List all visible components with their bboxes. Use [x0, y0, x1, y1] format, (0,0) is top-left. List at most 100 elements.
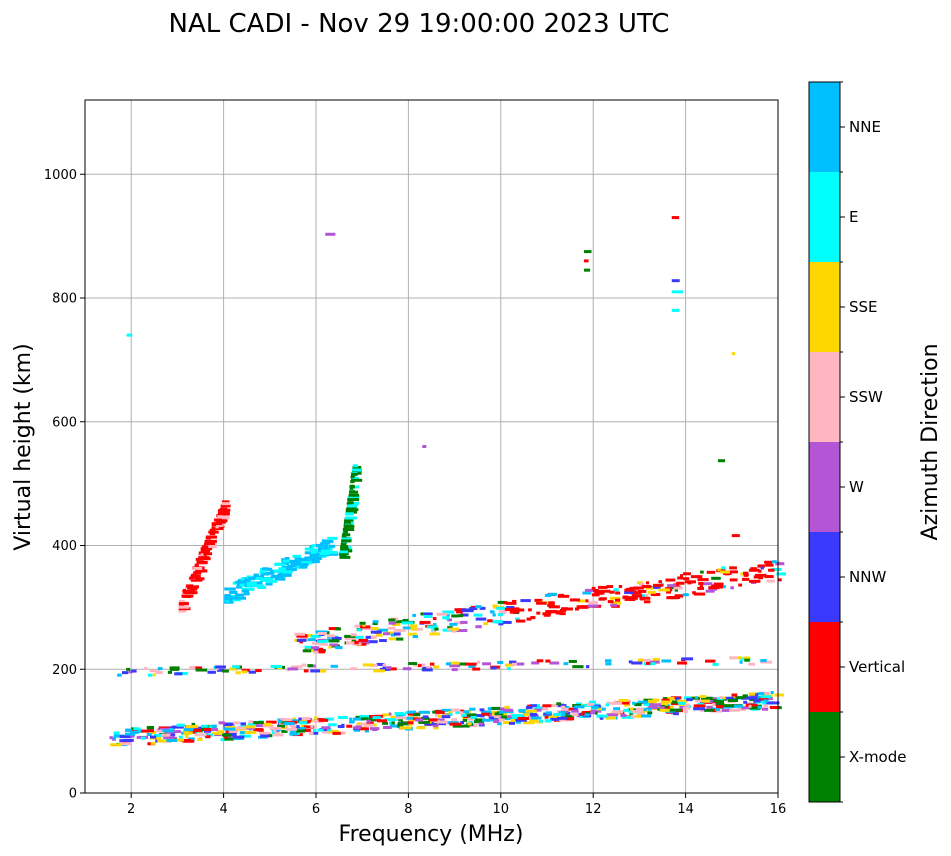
- echo-point: [635, 707, 646, 711]
- echo-point: [304, 551, 312, 555]
- echo-point: [494, 715, 500, 719]
- echo-point: [278, 572, 283, 576]
- echo-point: [317, 547, 323, 551]
- echo-point: [697, 586, 705, 590]
- echo-point: [352, 717, 364, 721]
- echo-point: [520, 599, 531, 603]
- echo-point: [344, 634, 356, 638]
- echo-point: [131, 669, 137, 673]
- echo-point: [350, 641, 359, 645]
- echo-point: [388, 621, 397, 625]
- echo-point: [397, 722, 409, 726]
- echo-point: [200, 724, 208, 728]
- echo-point: [246, 583, 257, 587]
- echo-point: [749, 706, 761, 710]
- echo-point: [677, 661, 688, 665]
- echo-point: [510, 718, 518, 722]
- echo-point: [684, 703, 690, 707]
- echo-point: [568, 659, 577, 663]
- y-tick-label: 200: [52, 663, 77, 678]
- echo-point: [113, 731, 120, 735]
- echo-point: [352, 466, 362, 470]
- echo-point: [618, 698, 629, 702]
- echo-point: [515, 718, 527, 722]
- y-tick-label: 400: [52, 539, 77, 554]
- echo-point: [673, 583, 680, 587]
- echo-point: [441, 708, 452, 712]
- echo-point: [498, 622, 504, 626]
- echo-point: [133, 727, 141, 731]
- echo-point: [189, 666, 196, 670]
- echo-point: [742, 694, 748, 698]
- echo-point: [683, 706, 691, 710]
- echo-point: [618, 585, 623, 589]
- echo-point: [376, 662, 385, 666]
- echo-point: [353, 728, 360, 732]
- echo-point: [283, 722, 295, 726]
- echo-point: [304, 547, 314, 551]
- echo-point: [742, 656, 751, 660]
- echo-point: [693, 592, 706, 596]
- echo-point: [748, 704, 752, 708]
- echo-point: [716, 699, 722, 703]
- echo-point: [441, 715, 451, 719]
- echo-point: [683, 710, 688, 714]
- echo-point: [332, 731, 341, 735]
- echo-point: [581, 713, 590, 717]
- echo-point: [294, 632, 306, 636]
- echo-point: [489, 610, 495, 614]
- echo-point: [150, 741, 156, 745]
- echo-point: [364, 723, 374, 727]
- echo-point: [645, 581, 650, 585]
- echo-point: [314, 716, 318, 720]
- echo-point: [492, 620, 503, 624]
- echo-point: [472, 667, 481, 671]
- echo-point: [348, 493, 360, 497]
- echo-point: [418, 720, 430, 724]
- echo-point: [195, 557, 201, 561]
- echo-point: [241, 670, 248, 674]
- echo-point: [574, 705, 585, 709]
- echo-point: [686, 698, 693, 702]
- echo-point: [388, 618, 396, 622]
- echo-point: [497, 613, 503, 617]
- echo-point: [339, 550, 349, 554]
- echo-point: [642, 658, 652, 662]
- echo-point: [561, 713, 566, 717]
- echo-point: [288, 719, 299, 723]
- echo-point: [347, 504, 358, 508]
- echo-point: [409, 714, 414, 718]
- echo-point: [741, 706, 753, 710]
- echo-point: [330, 664, 338, 668]
- echo-point: [746, 696, 758, 700]
- echo-point: [318, 718, 329, 722]
- echo-point: [451, 614, 459, 618]
- echo-point: [512, 599, 517, 603]
- echo-point: [641, 585, 652, 589]
- echo-point: [246, 581, 257, 585]
- echo-point: [412, 613, 417, 617]
- echo-point: [270, 664, 281, 668]
- echo-point: [744, 658, 750, 662]
- echo-point: [214, 665, 226, 669]
- echo-point: [473, 720, 485, 724]
- echo-point: [322, 547, 330, 551]
- echo-point: [577, 599, 586, 603]
- echo-point: [362, 663, 374, 667]
- echo-point: [197, 738, 203, 742]
- echo-point: [328, 645, 332, 649]
- echo-point: [185, 734, 189, 738]
- echo-point: [731, 352, 736, 356]
- echo-point: [534, 706, 542, 710]
- echo-point: [693, 704, 706, 708]
- echo-point: [422, 668, 433, 672]
- x-tick-label: 10: [493, 802, 510, 817]
- echo-point: [729, 656, 738, 660]
- echo-point: [731, 534, 740, 538]
- echo-point: [169, 666, 180, 670]
- colorbar-label: E: [849, 208, 858, 226]
- echo-point: [615, 591, 621, 595]
- echo-point: [241, 668, 250, 672]
- echo-point: [681, 657, 694, 661]
- echo-point: [221, 500, 230, 504]
